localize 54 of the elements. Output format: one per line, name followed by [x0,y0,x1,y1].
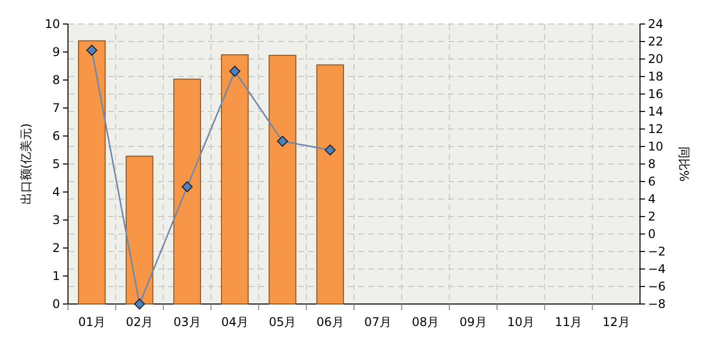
bar [173,78,202,304]
point [229,66,240,77]
y2-tick-label: 12 [648,122,664,136]
point [86,44,98,56]
x-tick-label: 12月 [602,315,630,329]
point [182,181,193,192]
x-tick-label: 02月 [126,315,154,329]
y-tick-label: 1 [52,269,60,283]
y-tick-label: 6 [52,129,60,143]
x-tick-label: 03月 [174,315,201,329]
y-tick-label: 4 [52,185,60,199]
y-tick-label: 10 [44,17,60,31]
y2-tick-label: 24 [648,17,664,31]
bar [78,40,106,304]
x-tick-label: 10月 [507,315,534,329]
bar [126,156,154,304]
y2-tick-label: −6 [648,280,666,294]
bar [316,64,344,304]
y-tick-label: 0 [52,297,60,311]
y-tick-label: 9 [52,45,60,59]
y-tick-label: 7 [52,101,60,115]
y-tick-label: 5 [52,157,60,171]
x-tick-label: 01月 [78,315,106,329]
y2-tick-label: −8 [648,297,666,311]
y2-tick-label: 4 [648,192,656,206]
y2-tick-label: −2 [648,244,666,258]
x-tick-label: 04月 [221,315,248,329]
x-tick-label: 11月 [554,315,582,329]
y2-tick-label: 16 [648,87,664,101]
point [134,298,145,310]
bar [268,54,296,304]
bar [220,54,249,304]
x-tick-label: 07月 [364,315,392,329]
point [277,136,288,147]
y-tick-label: 2 [52,241,60,255]
y2-tick-label: 2 [648,210,656,224]
y2-tick-label: 10 [648,140,664,154]
y2-tick-label: 0 [648,227,656,241]
y2-tick-label: 22 [648,34,664,48]
x-tick-label: 09月 [460,315,487,329]
y2-tick-label: −4 [648,262,666,276]
x-tick-label: 05月 [268,315,296,329]
y-tick-label: 3 [52,213,60,227]
y2-tick-label: 20 [648,52,664,66]
y-axis-title: 出口额(亿美元) [19,123,33,205]
y2-tick-label: 8 [648,157,656,171]
x-tick-label: 08月 [412,315,440,329]
y2-axis-title: 同比% [677,146,691,182]
x-tick-label: 06月 [316,315,344,329]
y-tick-label: 8 [52,73,60,87]
point [324,144,336,156]
y2-tick-label: 6 [648,174,656,188]
y2-tick-label: 14 [648,104,664,118]
y2-tick-label: 18 [648,70,664,84]
